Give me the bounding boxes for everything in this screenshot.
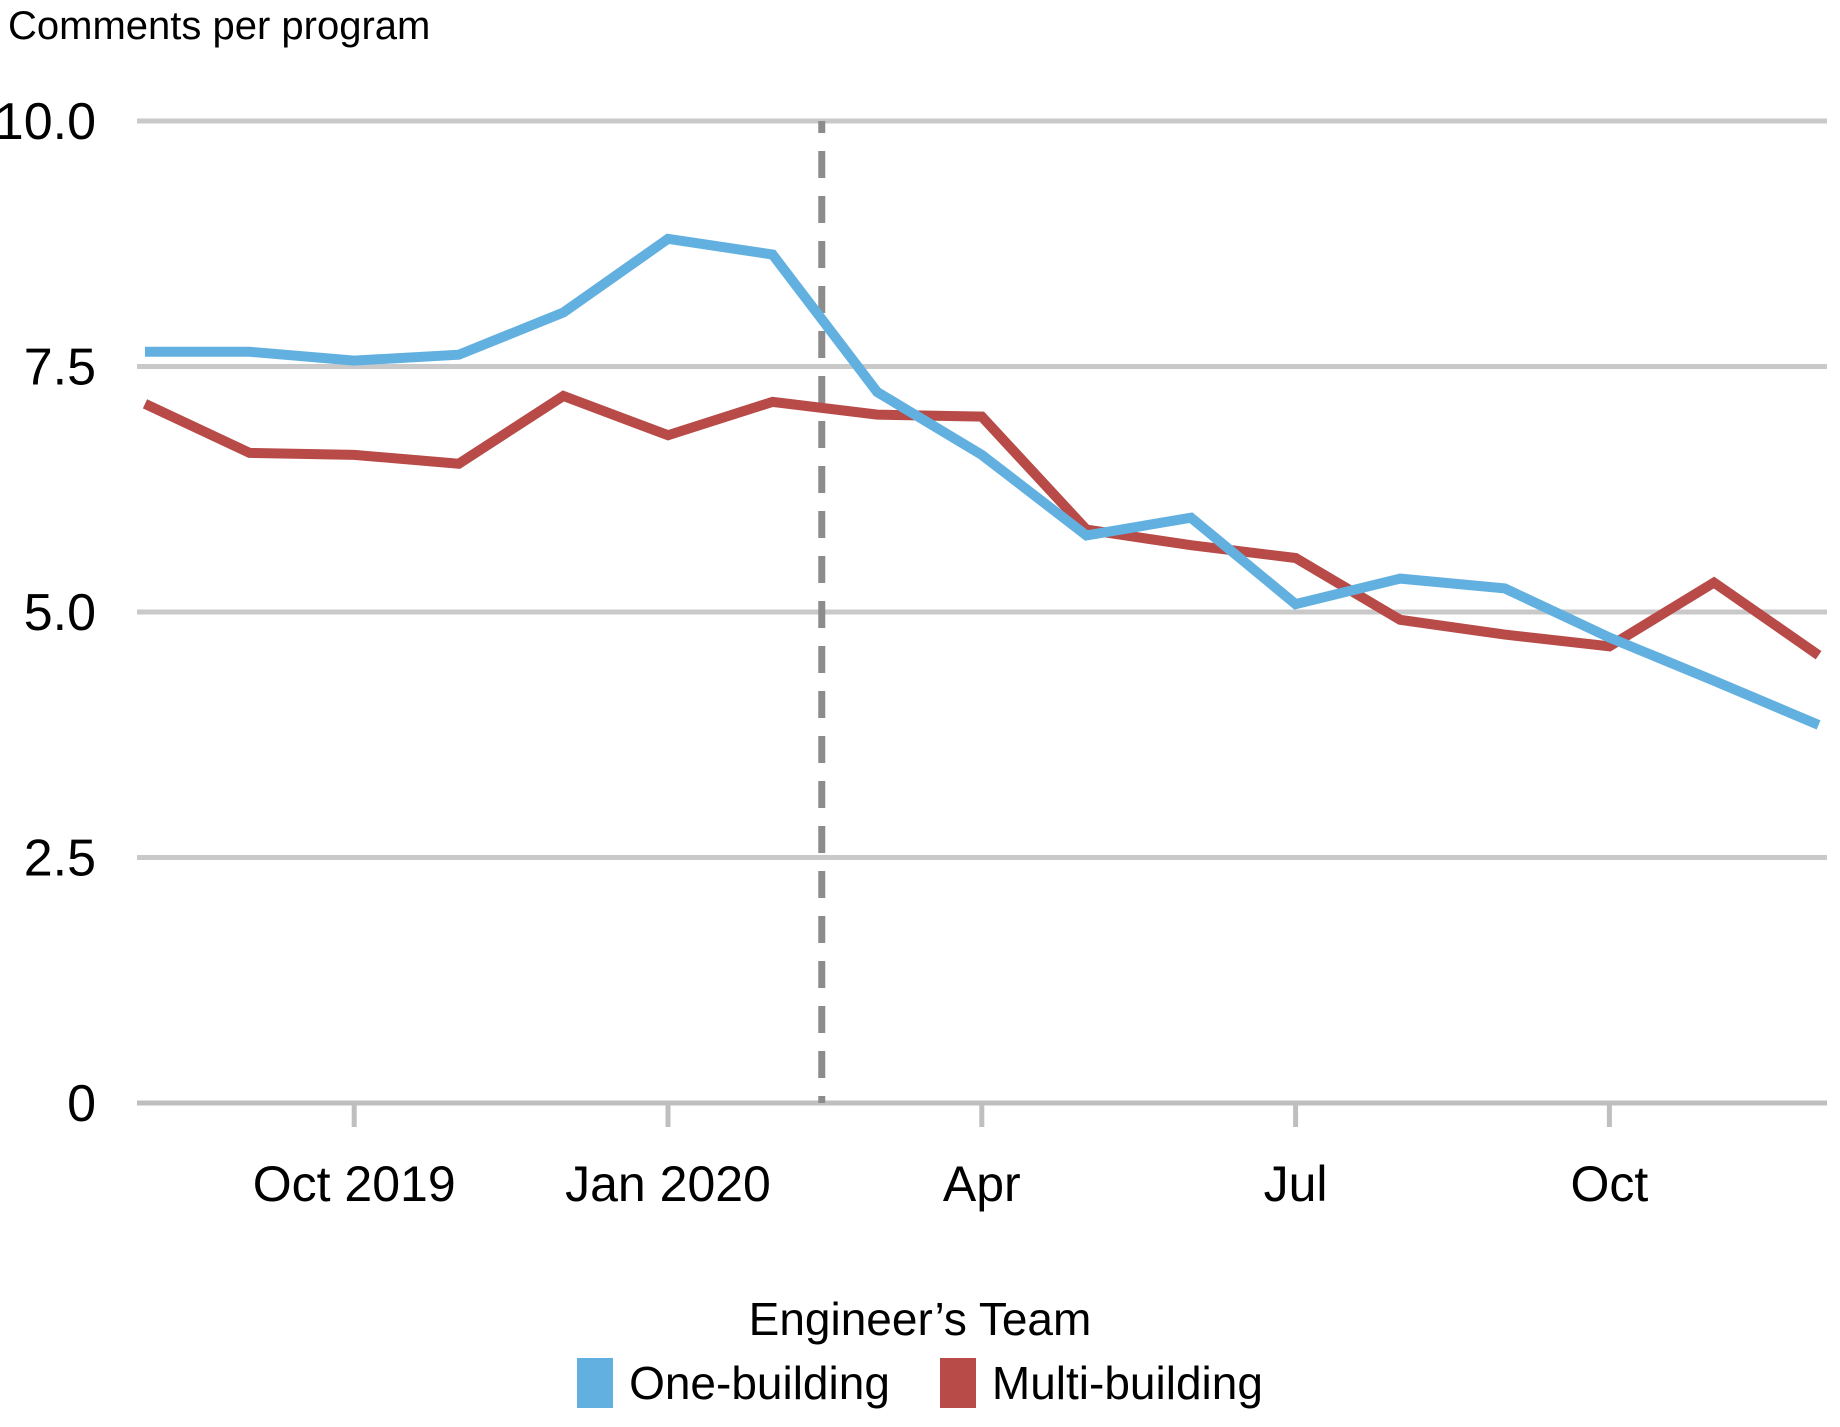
legend-swatch-multi-building bbox=[939, 1358, 976, 1408]
y-tick-label: 0 bbox=[67, 1075, 96, 1133]
legend-items: One-building Multi-building bbox=[577, 1356, 1263, 1410]
y-tick-label: 2.5 bbox=[24, 830, 96, 888]
x-tick-label: Oct bbox=[1571, 1156, 1649, 1212]
y-tick-label: 10.0 bbox=[0, 93, 96, 151]
legend-swatch-one-building bbox=[577, 1358, 614, 1408]
legend-label-one-building: One-building bbox=[629, 1357, 890, 1409]
plot-area: 0 2.5 5.0 7.5 10.0 Oct 2019 Jan 2020 Apr Jul Oct bbox=[0, 93, 1827, 1212]
series-line-multi-building bbox=[142, 390, 1822, 660]
legend-label-multi-building: Multi-building bbox=[991, 1357, 1263, 1409]
y-tick-label: 7.5 bbox=[24, 339, 96, 397]
x-tick-label: Oct 2019 bbox=[253, 1156, 456, 1212]
legend-title: Engineer’s Team bbox=[748, 1293, 1092, 1345]
chart-title: Comments per program bbox=[8, 4, 431, 48]
legend-item-one-building: One-building bbox=[577, 1356, 890, 1410]
x-tick-label: Jan 2020 bbox=[565, 1156, 771, 1212]
legend-item-multi-building: Multi-building bbox=[939, 1356, 1263, 1410]
legend: Engineer’s Team One-building Multi-build… bbox=[0, 1292, 1840, 1410]
y-tick-label: 5.0 bbox=[24, 584, 96, 642]
series-line-one-building bbox=[145, 233, 1821, 730]
x-tick-label: Jul bbox=[1264, 1156, 1328, 1212]
x-tick-label: Apr bbox=[943, 1156, 1021, 1212]
